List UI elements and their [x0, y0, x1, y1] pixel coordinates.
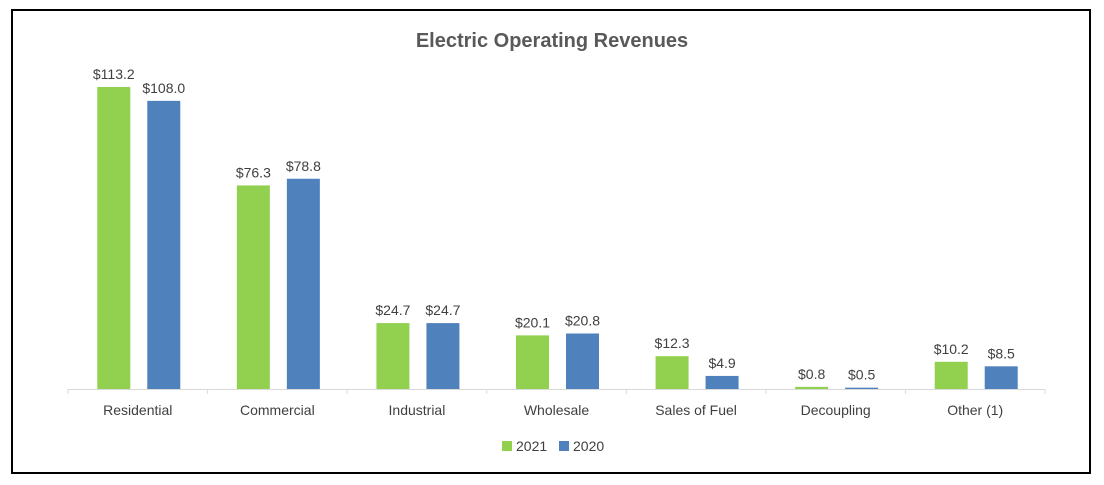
legend-label: 2021: [516, 438, 547, 454]
data-label: $10.2: [934, 341, 969, 357]
data-label: $113.2: [93, 66, 135, 82]
chart-frame: [11, 9, 1091, 474]
data-label: $0.5: [848, 367, 875, 383]
x-tick-label: Wholesale: [524, 402, 590, 418]
legend-swatch-2020: [559, 441, 569, 451]
x-tick-label: Industrial: [389, 402, 446, 418]
bar-2020: [147, 100, 181, 389]
data-label: $8.5: [988, 345, 1015, 361]
x-tick-label: Residential: [103, 402, 172, 418]
bar-2020: [845, 387, 879, 389]
data-label: $4.9: [708, 355, 735, 371]
bar-2020: [705, 375, 739, 389]
bar-2021: [655, 356, 689, 389]
bar-2021: [795, 386, 829, 389]
data-label: $76.3: [236, 164, 271, 180]
x-tick-label: Decoupling: [801, 402, 871, 418]
chart-title: Electric Operating Revenues: [415, 30, 689, 52]
data-label: $0.8: [798, 366, 825, 382]
bar-2021: [376, 323, 410, 389]
bar-2021: [97, 86, 131, 390]
data-label: $78.8: [286, 158, 321, 174]
bar-2020: [566, 333, 599, 389]
bar-2020: [984, 366, 1018, 389]
bar-2020: [426, 323, 460, 389]
bar-2021: [934, 361, 968, 389]
data-label: $20.1: [515, 314, 550, 330]
x-tick-label: Other (1): [947, 402, 1003, 418]
bar-2021: [236, 185, 270, 389]
legend-label: 2020: [573, 438, 604, 454]
x-tick-label: Sales of Fuel: [655, 402, 737, 418]
bar-2021: [516, 335, 549, 389]
x-tick-label: Commercial: [240, 402, 315, 418]
bar-2020: [286, 178, 320, 389]
data-label: $20.8: [565, 313, 600, 329]
legend-swatch-2021: [502, 441, 512, 451]
data-label: $12.3: [655, 335, 690, 351]
data-label: $108.0: [142, 80, 185, 96]
data-label: $24.7: [425, 302, 460, 318]
data-label: $24.7: [375, 302, 410, 318]
